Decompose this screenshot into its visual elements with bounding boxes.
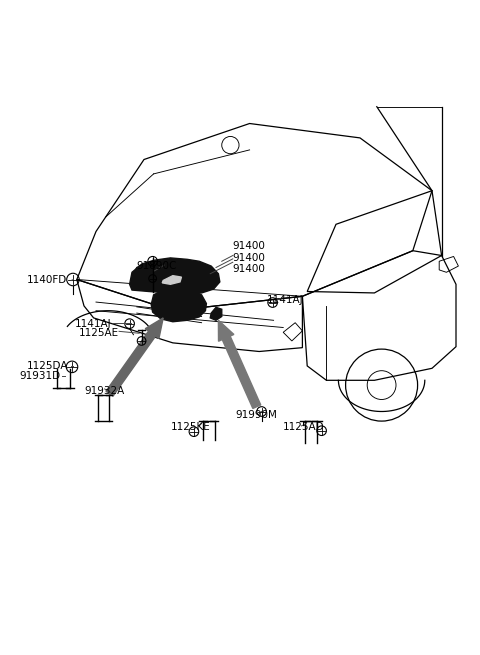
Text: 91890C: 91890C (137, 261, 177, 271)
Polygon shape (162, 276, 181, 284)
Text: 1125DA: 1125DA (26, 361, 68, 371)
Polygon shape (218, 320, 261, 409)
Text: 91400
91400
91400: 91400 91400 91400 (233, 241, 265, 274)
Polygon shape (106, 318, 163, 396)
Text: 1125AD: 1125AD (283, 422, 325, 432)
Text: 91932A: 91932A (84, 386, 124, 396)
Text: 91990M: 91990M (235, 410, 277, 420)
Polygon shape (130, 258, 220, 294)
Polygon shape (151, 288, 206, 322)
Text: 1140FD: 1140FD (26, 276, 67, 286)
Text: 91931D: 91931D (19, 371, 60, 381)
Text: 1141AJ: 1141AJ (74, 319, 111, 329)
Text: 1125KE: 1125KE (170, 422, 210, 432)
Text: 1141AJ: 1141AJ (266, 295, 303, 305)
Polygon shape (210, 307, 222, 320)
Polygon shape (133, 264, 153, 278)
Text: 1125AE: 1125AE (79, 328, 120, 338)
